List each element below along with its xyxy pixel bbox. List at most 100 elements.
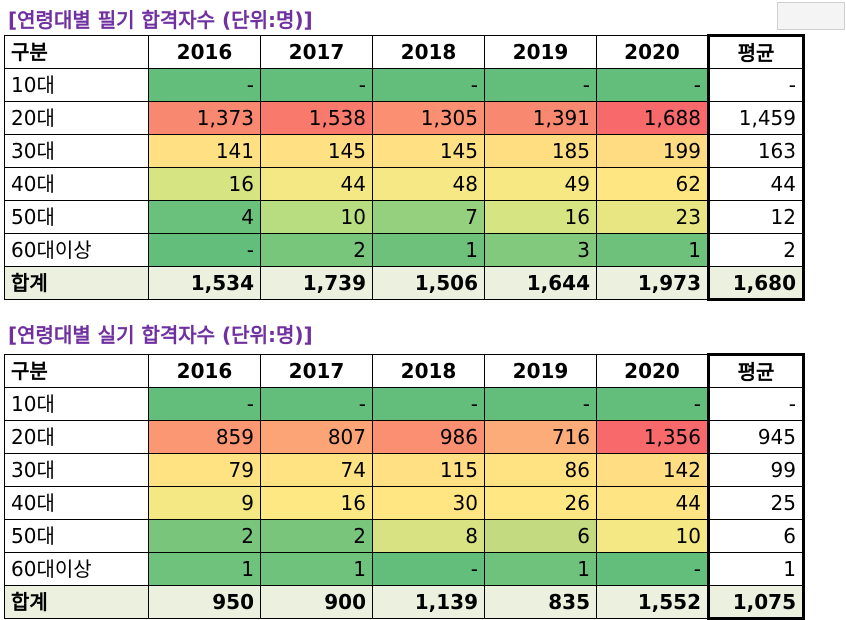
age-group-label: 60대이상 [4,233,149,267]
blank-cell-box [777,2,845,30]
count-cell: 2 [260,519,373,553]
total-average-cell: 1,075 [707,585,805,620]
table-row: 50대 2 2 8 6 10 6 [4,519,805,553]
header-year: 2019 [484,354,597,388]
average-cell: 1 [707,552,805,586]
count-cell: - [148,68,261,102]
table-row: 10대 - - - - - - [4,387,805,421]
written-pass-table: 구분 2016 2017 2018 2019 2020 평균 10대 - - - - - -20대 1,37… [4,34,805,301]
total-cell: 1,973 [596,266,709,300]
total-label: 합계 [4,585,149,619]
header-year: 2019 [484,35,597,69]
count-cell: 16 [148,167,261,201]
count-cell: 7 [372,200,485,234]
count-cell: - [484,68,597,102]
header-category: 구분 [4,354,149,388]
table-row: 40대 9 16 30 26 44 25 [4,486,805,520]
total-cell: 1,506 [372,266,485,300]
age-group-label: 40대 [4,486,149,520]
count-cell: 2 [148,519,261,553]
count-cell: 859 [148,420,261,454]
count-cell: 986 [372,420,485,454]
count-cell: 716 [484,420,597,454]
header-year: 2016 [148,35,261,69]
header-year: 2020 [596,354,709,388]
average-cell: - [707,387,805,421]
count-cell: 16 [260,486,373,520]
age-group-label: 30대 [4,453,149,487]
table-row: 50대 4 10 7 16 23 12 [4,200,805,234]
header-row: 구분 2016 2017 2018 2019 2020 평균 [4,353,805,388]
count-cell: 48 [372,167,485,201]
header-year: 2018 [372,354,485,388]
table-row: 30대 79 74 115 86 142 99 [4,453,805,487]
count-cell: 1 [372,233,485,267]
table-row: 60대이상 1 1-1-1 [4,552,805,586]
count-cell: 145 [372,134,485,168]
count-cell: 115 [372,453,485,487]
total-cell: 900 [260,585,373,619]
count-cell: 1,305 [372,101,485,135]
count-cell: 23 [596,200,709,234]
count-cell: 199 [596,134,709,168]
count-cell: 1,538 [260,101,373,135]
total-cell: 1,534 [148,266,261,300]
count-cell: 79 [148,453,261,487]
age-group-label: 50대 [4,200,149,234]
total-cell: 1,644 [484,266,597,300]
average-cell: 99 [707,453,805,487]
age-group-label: 50대 [4,519,149,553]
average-cell: 44 [707,167,805,201]
count-cell: - [484,387,597,421]
count-cell: 10 [596,519,709,553]
practical-pass-table: 구분 2016 2017 2018 2019 2020 평균 10대 - - - - - -20대 859 8… [4,353,805,620]
count-cell: 16 [484,200,597,234]
count-cell: 44 [260,167,373,201]
header-year: 2020 [596,35,709,69]
age-group-label: 10대 [4,68,149,102]
count-cell: 1,373 [148,101,261,135]
count-cell: 9 [148,486,261,520]
count-cell: 1 [484,552,597,586]
total-cell: 1,739 [260,266,373,300]
total-average-cell: 1,680 [707,266,805,301]
count-cell: 145 [260,134,373,168]
table-row: 30대 141 145 145 185 199 163 [4,134,805,168]
count-cell: 1,688 [596,101,709,135]
total-cell: 1,139 [372,585,485,619]
header-average: 평균 [707,34,805,69]
table-row: 40대 16 44 48 49 62 44 [4,167,805,201]
average-cell: 2 [707,233,805,267]
count-cell: - [260,68,373,102]
header-row: 구분 2016 2017 2018 2019 2020 평균 [4,34,805,69]
header-year: 2018 [372,35,485,69]
age-group-label: 20대 [4,420,149,454]
count-cell: 4 [148,200,261,234]
count-cell: 2 [260,233,373,267]
total-cell: 1,552 [596,585,709,619]
count-cell: 30 [372,486,485,520]
table-row: 20대 859 807 986 716 1,356 945 [4,420,805,454]
count-cell: 62 [596,167,709,201]
average-cell: 945 [707,420,805,454]
count-cell: - [596,387,709,421]
count-cell: - [260,387,373,421]
table-row: 10대 - - - - - - [4,68,805,102]
average-cell: 163 [707,134,805,168]
header-average: 평균 [707,353,805,388]
average-cell: - [707,68,805,102]
total-label: 합계 [4,266,149,300]
count-cell: 1 [260,552,373,586]
count-cell: 1 [596,233,709,267]
header-year: 2017 [260,35,373,69]
average-cell: 1,459 [707,101,805,135]
count-cell: 6 [484,519,597,553]
count-cell: - [372,552,485,586]
average-cell: 6 [707,519,805,553]
count-cell: 86 [484,453,597,487]
count-cell: 141 [148,134,261,168]
practical-table-title: [연령대별 실기 합격자수 (단위:명)] [8,323,313,347]
total-cell: 950 [148,585,261,619]
count-cell: 74 [260,453,373,487]
age-group-label: 10대 [4,387,149,421]
